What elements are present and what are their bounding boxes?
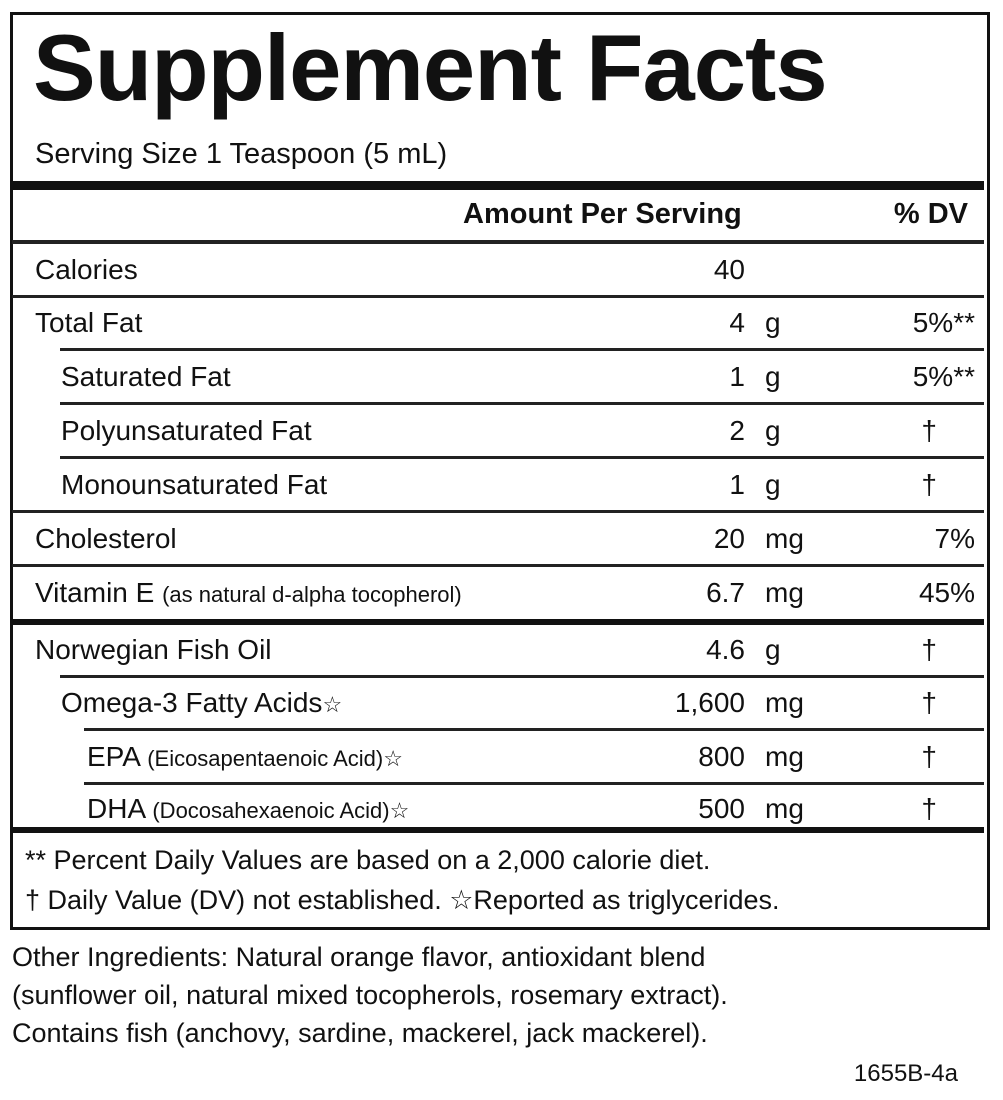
nutrient-name: Vitamin E (as natural d-alpha tocopherol… [35,577,462,609]
amount: 40 [713,254,745,285]
nutrient-label: Vitamin E [35,577,163,608]
nutrient-row: Monounsaturated Fat 1 g † [13,459,987,513]
nutrient-row: Polyunsaturated Fat 2 g † [13,405,987,459]
nutrient-note: (as natural d-alpha tocopherol) [162,582,462,607]
row-divider [60,402,984,405]
nutrient-row: Cholesterol 20 mg 7% [13,513,987,567]
nutrient-name: Saturated Fat [61,361,231,393]
unit: g [765,469,781,500]
amount: 1 [729,361,745,392]
nutrient-row: DHA (Docosahexaenoic Acid)☆ 500 mg † [13,783,987,837]
row-divider [84,728,984,731]
daily-value: 5%** [912,361,975,392]
thick-divider [12,827,984,833]
nutrient-label: DHA [87,793,153,824]
nutrient-row: Total Fat 4 g 5%** [13,297,987,351]
unit: mg [765,793,804,824]
unit: mg [765,523,804,554]
nutrient-row: EPA (Eicosapentaenoic Acid)☆ 800 mg † [13,731,987,785]
amount: 4.6 [706,634,745,665]
nutrient-note: ☆ [322,692,343,717]
nutrient-name: Polyunsaturated Fat [61,415,312,447]
unit: g [765,634,781,665]
unit: g [765,361,781,392]
nutrient-label: Norwegian Fish Oil [35,634,272,665]
nutrient-note: (Docosahexaenoic Acid)☆ [152,798,410,823]
nutrient-name: DHA (Docosahexaenoic Acid)☆ [87,793,409,825]
daily-value: † [921,634,937,665]
daily-value: † [921,793,937,824]
nutrient-name: Monounsaturated Fat [61,469,327,501]
nutrient-label: EPA [87,741,148,772]
unit: g [765,415,781,446]
nutrient-label: Calories [35,254,138,285]
amount-header: Amount Per Serving [463,198,742,230]
daily-value: † [921,687,937,718]
row-divider [60,348,984,351]
amount: 2 [729,415,745,446]
ingredients-line: (sunflower oil, natural mixed tocopherol… [12,980,728,1010]
nutrient-row: Calories 40 [13,244,987,298]
nutrient-label: Cholesterol [35,523,177,554]
daily-value: 45% [918,577,975,608]
daily-value: † [921,415,937,446]
amount: 6.7 [706,577,745,608]
nutrient-name: Total Fat [35,307,142,339]
daily-value: † [921,469,937,500]
divider [12,240,984,244]
row-divider [12,295,984,298]
row-divider [12,564,984,567]
nutrient-row: Omega-3 Fatty Acids☆ 1,600 mg † [13,677,987,731]
nutrient-row: Saturated Fat 1 g 5%** [13,351,987,405]
row-divider [60,675,984,678]
facts-panel-border [10,12,990,930]
nutrient-name: EPA (Eicosapentaenoic Acid)☆ [87,741,403,773]
nutrient-row: Norwegian Fish Oil 4.6 g † [13,624,987,678]
amount: 4 [729,307,745,338]
unit: mg [765,577,804,608]
other-ingredients: Other Ingredients: Natural orange flavor… [12,938,728,1052]
ingredients-line: Contains fish (anchovy, sardine, mackere… [12,1018,708,1048]
daily-value: 7% [934,523,975,554]
nutrient-name: Omega-3 Fatty Acids☆ [61,687,342,719]
row-divider [12,510,984,513]
serving-size: Serving Size 1 Teaspoon (5 mL) [35,138,448,170]
amount: 20 [713,523,745,554]
nutrient-name: Cholesterol [35,523,177,555]
thick-divider [12,181,984,190]
daily-value: 5%** [912,307,975,338]
label-title: Supplement Facts [33,15,828,120]
daily-value: † [921,741,937,772]
unit: mg [765,687,804,718]
amount: 500 [698,793,745,824]
nutrient-label: Monounsaturated Fat [61,469,328,500]
label-code: 1655B-4a [853,1060,958,1087]
amount: 1 [729,469,745,500]
ingredients-line: Other Ingredients: Natural orange flavor… [12,942,706,972]
nutrient-note: (Eicosapentaenoic Acid)☆ [147,746,403,771]
row-divider [60,456,984,459]
nutrient-label: Polyunsaturated Fat [61,415,312,446]
footnote: ** Percent Daily Values are based on a 2… [25,845,711,875]
unit: mg [765,741,804,772]
nutrient-row: Vitamin E (as natural d-alpha tocopherol… [13,567,987,621]
dv-header: % DV [893,198,968,230]
nutrient-name: Calories [35,254,138,286]
nutrient-label: Total Fat [35,307,143,338]
row-divider [84,782,984,785]
nutrient-name: Norwegian Fish Oil [35,634,272,666]
nutrient-label: Omega-3 Fatty Acids [61,687,323,718]
unit: g [765,307,781,338]
amount: 800 [698,741,745,772]
amount: 1,600 [674,687,745,718]
footnote: † Daily Value (DV) not established. ☆Rep… [25,885,780,915]
nutrient-label: Saturated Fat [61,361,231,392]
thick-divider [12,619,984,625]
